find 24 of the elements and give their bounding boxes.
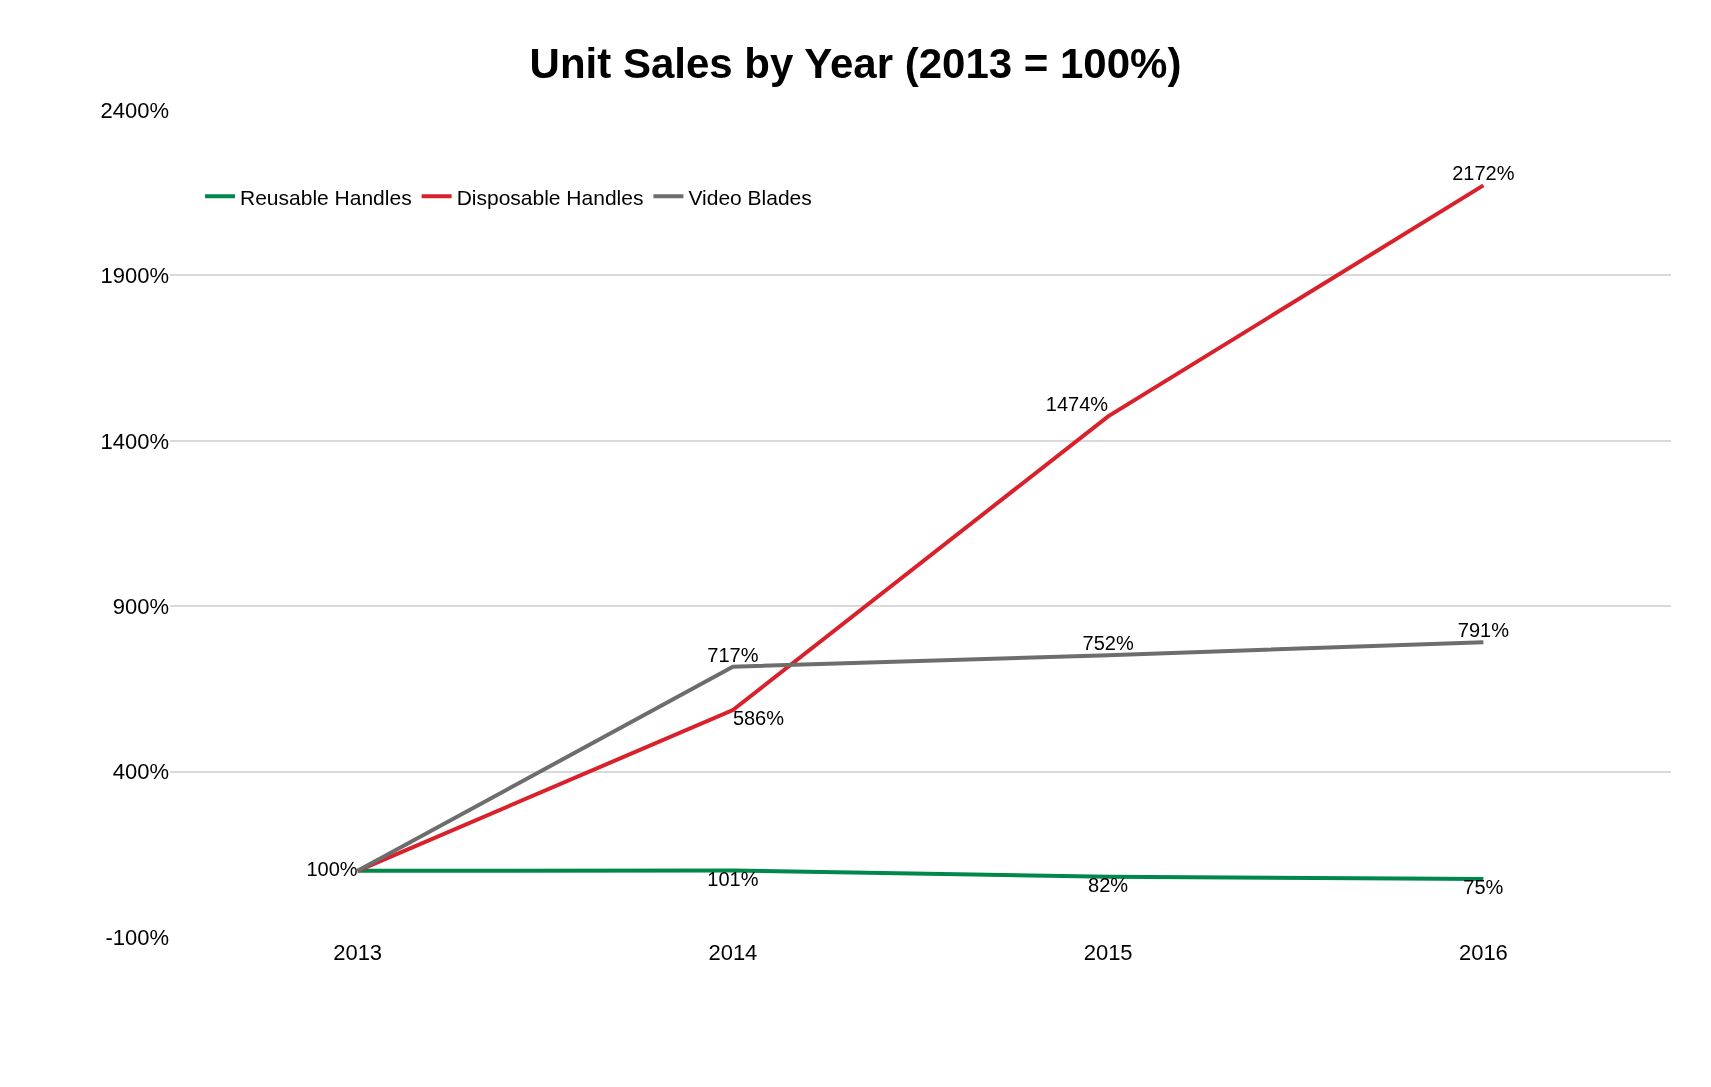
data-label: 1474% — [1045, 393, 1109, 416]
legend-label: Reusable Handles — [240, 185, 412, 209]
y-tick-label: -100% — [105, 924, 169, 950]
x-tick-label: 2015 — [1083, 940, 1133, 965]
data-label: 791% — [1457, 619, 1510, 642]
y-tick-label: 1400% — [100, 428, 169, 454]
data-label: 100% — [306, 857, 358, 880]
legend-label: Video Blades — [688, 185, 812, 209]
data-label: 75% — [1463, 876, 1504, 899]
legend-label: Disposable Handles — [456, 185, 644, 209]
data-label: 586% — [732, 707, 785, 730]
x-tick-label: 2013 — [333, 940, 383, 965]
data-label: 2172% — [1452, 162, 1515, 185]
data-label: 82% — [1088, 873, 1129, 896]
data-label: 717% — [707, 643, 759, 666]
chart-title: Unit Sales by Year (2013 = 100%) — [529, 40, 1182, 88]
y-tick-label: 400% — [112, 759, 169, 785]
data-label: 752% — [1082, 632, 1134, 655]
x-tick-label: 2016 — [1458, 940, 1508, 965]
y-tick-label: 2400% — [100, 97, 169, 123]
data-label: 101% — [707, 867, 759, 890]
y-tick-label: 900% — [112, 593, 169, 619]
y-tick-label: 1900% — [100, 263, 169, 289]
x-tick-label: 2014 — [708, 940, 758, 965]
